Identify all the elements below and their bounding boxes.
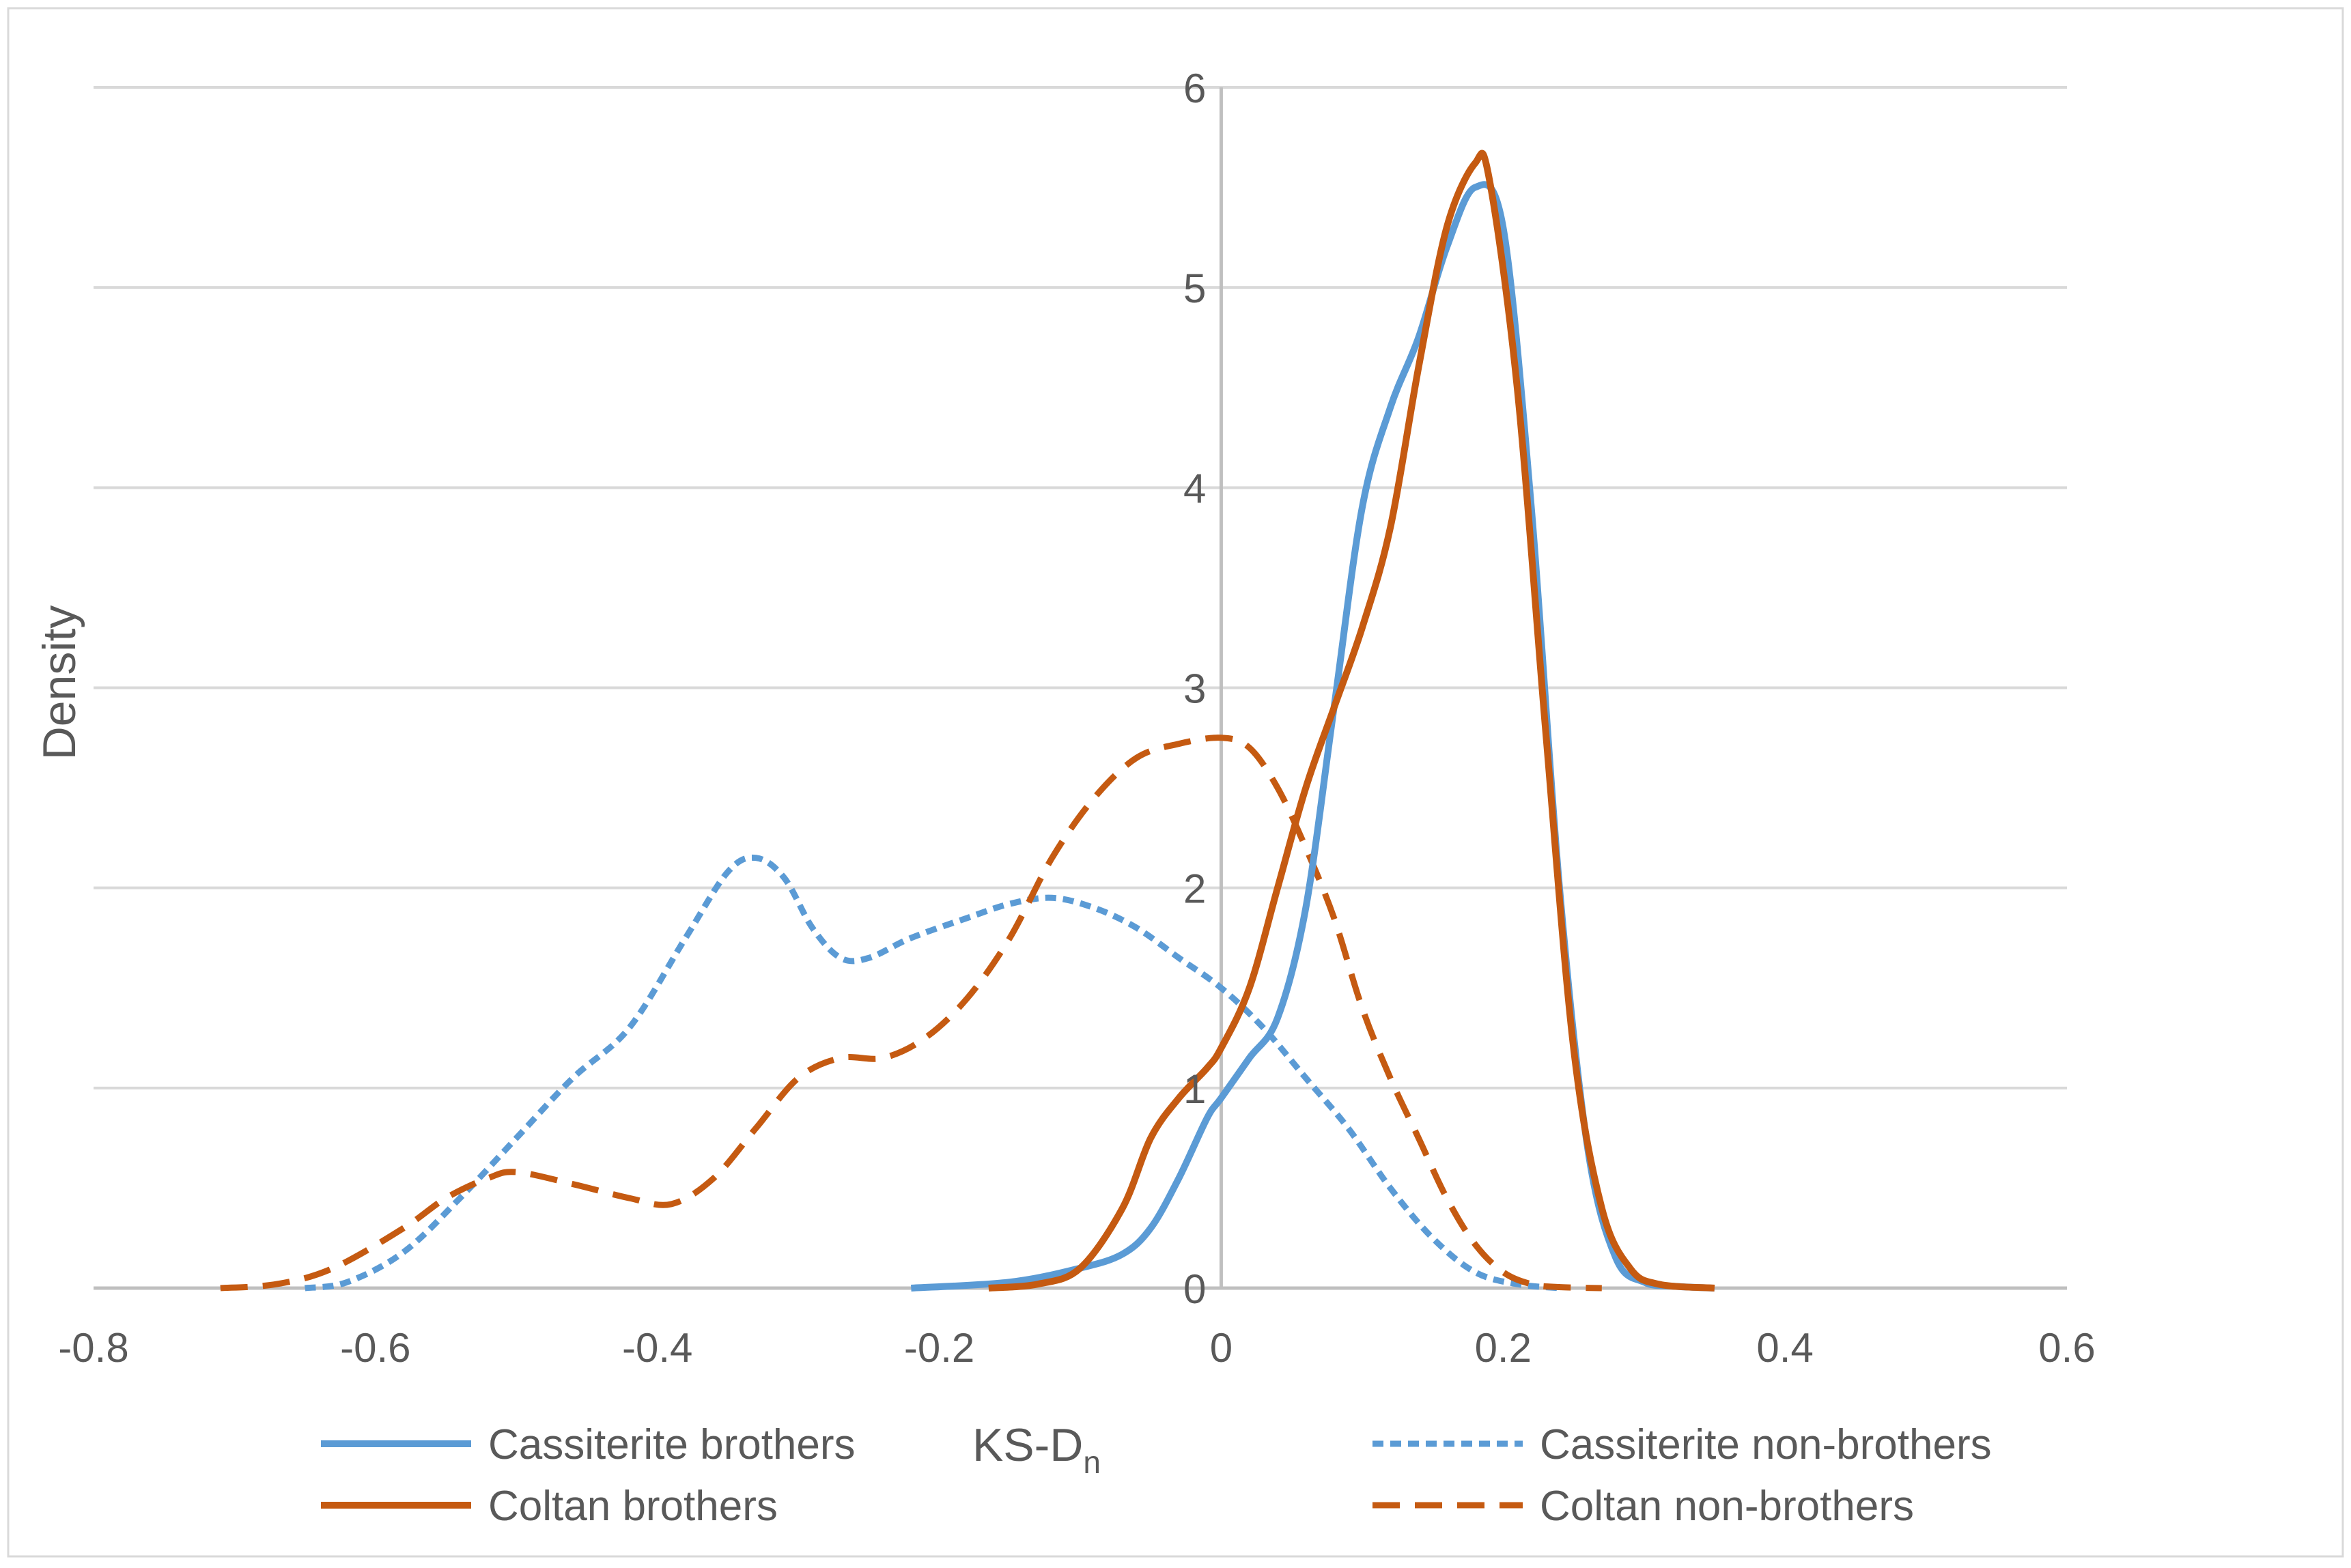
legend-item: Coltan brothers: [321, 1483, 778, 1530]
y-axis-label: Density: [33, 605, 85, 760]
y-tick-label: 1: [1183, 1066, 1206, 1112]
x-tick-label: 0.6: [2038, 1325, 2095, 1371]
gridlines: [94, 86, 2067, 1089]
y-tick-label: 4: [1183, 466, 1206, 511]
x-axis-label-subscript: n: [1083, 1444, 1101, 1480]
series-line-coltan-non-brothers: [220, 735, 1602, 1292]
legend-item: Cassiterite brothers: [321, 1421, 856, 1468]
x-axis-label-main: KS-D: [972, 1419, 1083, 1471]
svg-text:KS-Dn: KS-Dn: [972, 1419, 1101, 1480]
legend-label: Coltan brothers: [488, 1483, 778, 1530]
legend-label: Cassiterite non-brothers: [1540, 1421, 1992, 1468]
y-tick-label: 6: [1183, 66, 1206, 111]
x-tick-label: -0.8: [58, 1325, 128, 1371]
legend-item: Coltan non-brothers: [1372, 1483, 1914, 1530]
x-tick-label: -0.2: [904, 1325, 974, 1371]
series-line-coltan-brothers: [988, 149, 1715, 1292]
x-tick-label: 0.2: [1475, 1325, 1532, 1371]
series-line-cassiterite-non-brothers: [304, 854, 1560, 1292]
axes: [94, 87, 2067, 1290]
series-lines: [220, 149, 1715, 1292]
x-tick-label: -0.6: [340, 1325, 410, 1371]
y-tick-label: 0: [1183, 1266, 1206, 1312]
y-tick-label: 5: [1183, 266, 1206, 311]
legend-label: Cassiterite brothers: [488, 1421, 856, 1468]
legend-item: Cassiterite non-brothers: [1372, 1421, 1992, 1468]
tick-labels: -0.8 -0.6 -0.4 -0.2 0 0.2 0.4 0.6 0 1 2 3 4 5 6: [58, 66, 2095, 1371]
x-tick-label: 0.4: [1756, 1325, 1813, 1371]
y-tick-label: 3: [1183, 666, 1206, 712]
legend-label: Coltan non-brothers: [1540, 1483, 1914, 1530]
x-tick-label: 0: [1210, 1325, 1233, 1371]
x-tick-label: -0.4: [622, 1325, 692, 1371]
chart-border: [7, 7, 2344, 1558]
y-tick-label: 2: [1183, 866, 1206, 912]
legend: Cassiterite brothers Cassiterite non-brot…: [321, 1421, 1992, 1530]
x-axis-label: KS-Dn: [972, 1419, 1101, 1480]
